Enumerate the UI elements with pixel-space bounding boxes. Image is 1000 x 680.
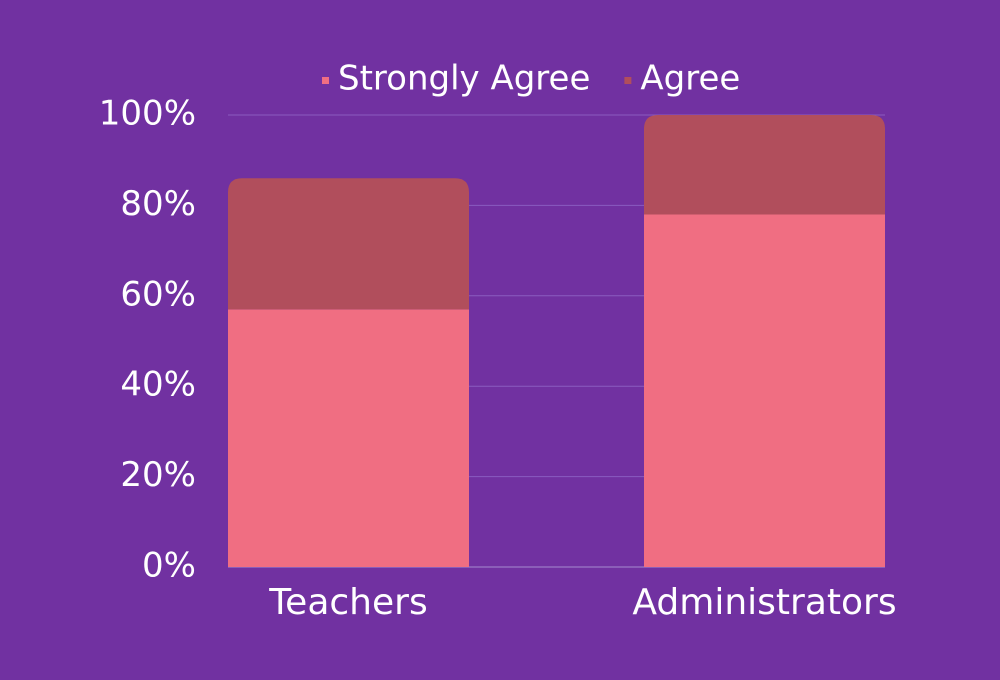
y-tick-label: 0%: [142, 546, 196, 586]
y-tick-label: 60%: [120, 274, 196, 314]
bar-segment: [644, 214, 885, 567]
legend-label: Agree: [640, 59, 740, 99]
bar-segment: [228, 309, 469, 567]
y-tick-label: 20%: [120, 455, 196, 495]
y-tick-label: 40%: [120, 365, 196, 405]
y-tick-label: 100%: [99, 94, 196, 134]
x-tick-label: Teachers: [268, 582, 427, 623]
x-tick-label: Administrators: [632, 582, 896, 623]
legend-swatch: [322, 77, 329, 84]
y-tick-label: 80%: [120, 184, 196, 224]
bar-segment: [644, 115, 885, 215]
legend-swatch: [624, 77, 632, 84]
bar-segment: [228, 178, 469, 310]
legend-label: Strongly Agree: [338, 59, 590, 99]
